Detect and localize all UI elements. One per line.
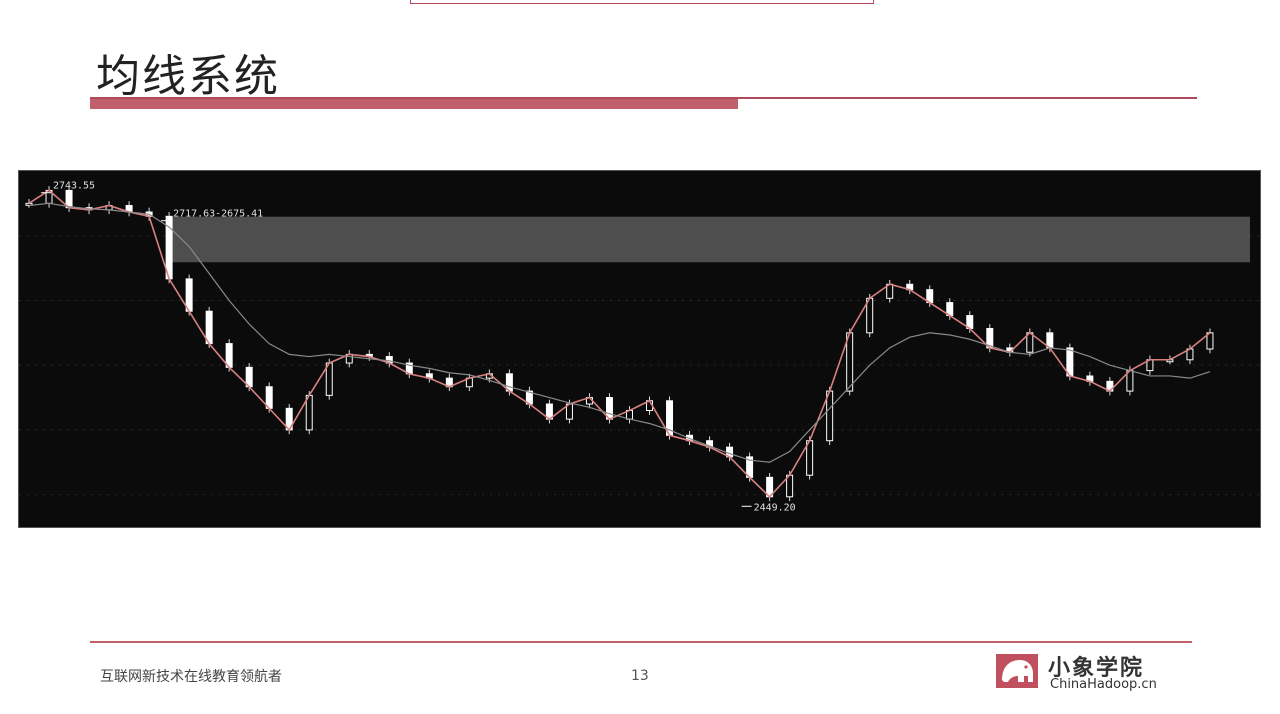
title-underline-accent — [90, 99, 738, 109]
logo-url: ChinaHadoop.cn — [1050, 677, 1157, 692]
logo-name: 小象学院 — [1048, 656, 1145, 681]
elephant-logo-icon — [996, 654, 1038, 688]
top-decoration-bar — [410, 0, 874, 4]
ma-short-line — [28, 189, 1211, 498]
annotation-label: 2717.63-2675.41 — [173, 209, 263, 220]
footer-slogan: 互联网新技术在线教育领航者 — [100, 669, 282, 685]
candle-body — [826, 390, 834, 442]
candle-body — [846, 332, 854, 392]
annotation-label: 2743.55 — [53, 181, 95, 192]
title-underline — [90, 97, 1197, 99]
resistance-band — [169, 216, 1250, 263]
annotation-label: 2449.20 — [754, 502, 796, 513]
ma-long-line — [28, 202, 1211, 463]
slide-title: 均线系统 — [96, 51, 280, 102]
footer-divider — [90, 641, 1192, 643]
moving-average-chart: 2743.55 2717.63-2675.41 2449.20 — [18, 170, 1261, 528]
page-number: 13 — [631, 668, 649, 684]
